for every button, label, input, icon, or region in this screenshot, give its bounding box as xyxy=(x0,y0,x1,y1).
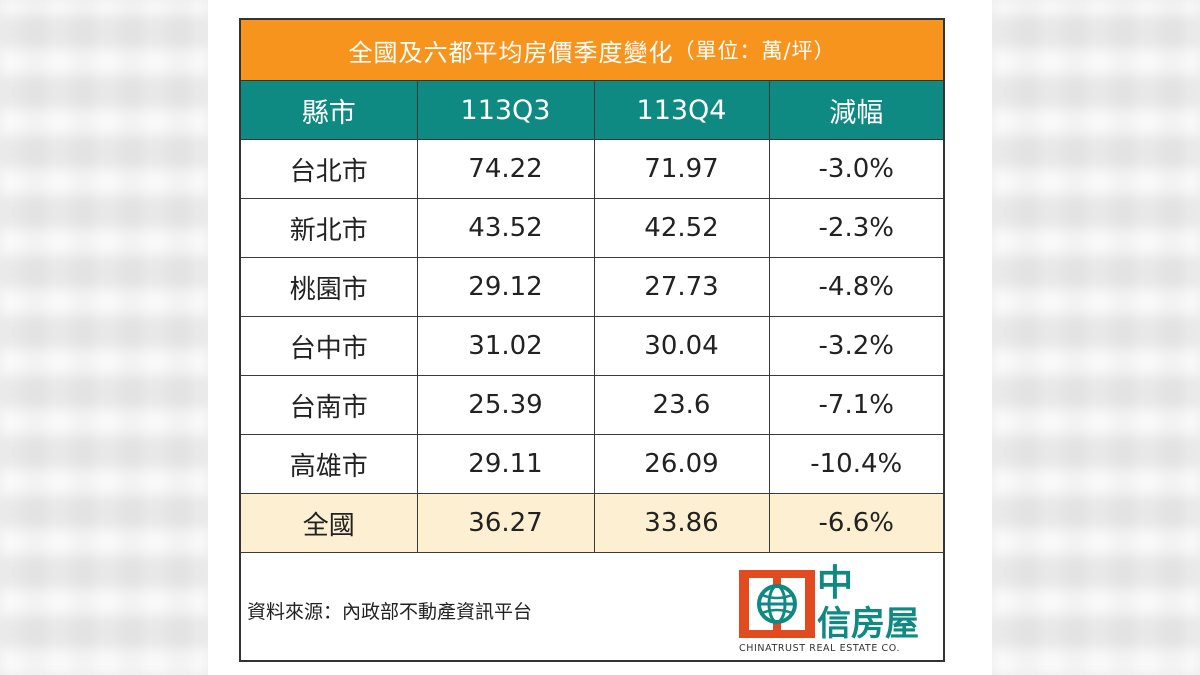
cell-113q3: 25.39 xyxy=(416,375,595,435)
table-row: 高雄市 29.11 26.09 -10.4% xyxy=(241,434,943,494)
cell-113q3: 74.22 xyxy=(416,139,595,199)
cell-change: -10.4% xyxy=(768,434,943,494)
logo-english-text: CHINATRUST REAL ESTATE CO. xyxy=(739,643,901,654)
cell-113q4: 27.73 xyxy=(593,257,770,317)
cell-113q4: 23.6 xyxy=(593,375,770,435)
cell-113q3: 29.11 xyxy=(416,434,595,494)
cell-city: 台南市 xyxy=(241,375,418,435)
table-header-row: 縣市 113Q3 113Q4 減幅 xyxy=(241,81,943,140)
cell-city: 台中市 xyxy=(241,316,418,376)
cell-113q4: 33.86 xyxy=(593,493,770,553)
logo-line-1: 中 xyxy=(817,563,854,604)
cell-113q4: 26.09 xyxy=(593,434,770,494)
cell-city: 桃園市 xyxy=(241,257,418,317)
cell-113q3: 36.27 xyxy=(416,493,595,553)
table-unit: （單位：萬/坪） xyxy=(673,39,836,63)
table-row: 台北市 74.22 71.97 -3.0% xyxy=(241,139,943,199)
cell-change: -2.3% xyxy=(768,198,943,258)
table-row: 新北市 43.52 42.52 -2.3% xyxy=(241,198,943,258)
cell-113q3: 29.12 xyxy=(416,257,595,317)
header-change: 減幅 xyxy=(768,81,943,140)
logo-line-2: 信房屋 xyxy=(817,604,919,644)
table-title-text: 全國及六都平均房價季度變化 xyxy=(348,38,674,67)
header-city: 縣市 xyxy=(241,81,418,140)
cell-113q4: 30.04 xyxy=(593,316,770,376)
cell-change: -4.8% xyxy=(768,257,943,317)
table-row: 台中市 31.02 30.04 -3.2% xyxy=(241,316,943,376)
cell-113q4: 71.97 xyxy=(593,139,770,199)
cell-113q4: 42.52 xyxy=(593,198,770,258)
header-113q4: 113Q4 xyxy=(593,81,770,140)
blurred-background-right xyxy=(992,0,1200,675)
table-title: 全國及六都平均房價季度變化 （單位：萬/坪） xyxy=(241,20,943,81)
source-note: 資料來源：內政部不動產資訊平台 xyxy=(247,601,533,623)
globe-logo-icon xyxy=(739,570,815,638)
cell-city: 新北市 xyxy=(241,198,418,258)
cell-change: -3.2% xyxy=(768,316,943,376)
cell-change: -6.6% xyxy=(768,493,943,553)
price-table: 縣市 113Q3 113Q4 減幅 台北市 74.22 71.97 -3.0% … xyxy=(241,81,943,553)
price-table-card: 全國及六都平均房價季度變化 （單位：萬/坪） 縣市 113Q3 113Q4 減幅 … xyxy=(239,18,945,662)
chinatrust-logo: 中 信房屋 CHINATRUST REAL ESTATE CO. xyxy=(739,564,939,660)
header-113q3: 113Q3 xyxy=(416,81,595,140)
logo-chinese-text: 中 信房屋 xyxy=(817,563,919,645)
table-row: 台南市 25.39 23.6 -7.1% xyxy=(241,375,943,435)
cell-city: 高雄市 xyxy=(241,434,418,494)
blurred-background-left xyxy=(0,0,208,675)
cell-change: -3.0% xyxy=(768,139,943,199)
cell-city: 台北市 xyxy=(241,139,418,199)
cell-113q3: 43.52 xyxy=(416,198,595,258)
cell-city: 全國 xyxy=(241,493,418,553)
table-row: 桃園市 29.12 27.73 -4.8% xyxy=(241,257,943,317)
table-total-row: 全國 36.27 33.86 -6.6% xyxy=(241,493,943,553)
cell-113q3: 31.02 xyxy=(416,316,595,376)
cell-change: -7.1% xyxy=(768,375,943,435)
